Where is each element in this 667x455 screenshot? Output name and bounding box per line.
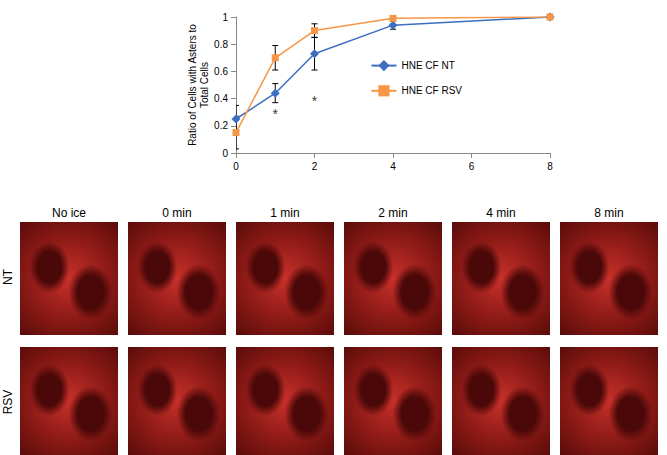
html-text:4 min: 4 min: [486, 206, 516, 220]
svg-text:Total Cells: Total Cells: [199, 62, 210, 108]
svg-text:2: 2: [312, 161, 318, 172]
svg-text:HNE CF NT: HNE CF NT: [401, 60, 454, 71]
svg-text:6: 6: [469, 161, 475, 172]
html-text:0 min: 0 min: [162, 206, 192, 220]
svg-text:*: *: [273, 106, 279, 122]
html-text:No ice: No ice: [52, 206, 86, 220]
svg-text:0.4: 0.4: [214, 93, 228, 104]
svg-text:Ratio of Cells with Asters to: Ratio of Cells with Asters to: [187, 24, 198, 146]
svg-text:0.8: 0.8: [214, 39, 228, 50]
svg-text:8: 8: [547, 161, 553, 172]
svg-text:4: 4: [390, 161, 396, 172]
html-text:NT: NT: [1, 269, 15, 285]
svg-text:0.2: 0.2: [214, 120, 228, 131]
html-text:8 min: 8 min: [594, 206, 624, 220]
svg-text:0: 0: [222, 148, 228, 159]
svg-text:0: 0: [233, 161, 239, 172]
html-text:1 min: 1 min: [270, 206, 300, 220]
html-text:2 min: 2 min: [378, 206, 408, 220]
svg-text:HNE CF RSV: HNE CF RSV: [401, 85, 462, 96]
svg-text:0.6: 0.6: [214, 66, 228, 77]
svg-text:*: *: [312, 93, 318, 109]
svg-text:1: 1: [222, 12, 228, 23]
html-text:RSV: RSV: [1, 389, 15, 415]
